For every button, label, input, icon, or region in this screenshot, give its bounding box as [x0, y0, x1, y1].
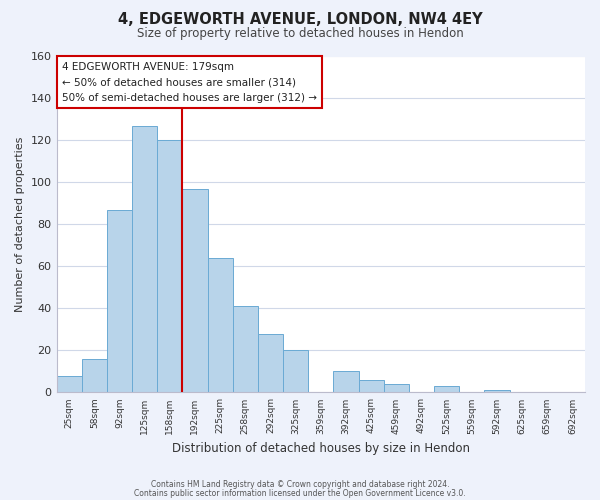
Text: Size of property relative to detached houses in Hendon: Size of property relative to detached ho…: [137, 28, 463, 40]
Bar: [383, 384, 409, 392]
Bar: [434, 386, 459, 392]
Bar: [82, 359, 107, 392]
Text: 4, EDGEWORTH AVENUE, LONDON, NW4 4EY: 4, EDGEWORTH AVENUE, LONDON, NW4 4EY: [118, 12, 482, 28]
Text: Contains public sector information licensed under the Open Government Licence v3: Contains public sector information licen…: [134, 488, 466, 498]
Bar: [283, 350, 308, 393]
Text: 4 EDGEWORTH AVENUE: 179sqm
← 50% of detached houses are smaller (314)
50% of sem: 4 EDGEWORTH AVENUE: 179sqm ← 50% of deta…: [62, 62, 317, 102]
Bar: [132, 126, 157, 392]
Bar: [258, 334, 283, 392]
Text: Contains HM Land Registry data © Crown copyright and database right 2024.: Contains HM Land Registry data © Crown c…: [151, 480, 449, 489]
Bar: [359, 380, 383, 392]
Bar: [182, 189, 208, 392]
Bar: [334, 372, 359, 392]
Bar: [233, 306, 258, 392]
X-axis label: Distribution of detached houses by size in Hendon: Distribution of detached houses by size …: [172, 442, 470, 455]
Bar: [107, 210, 132, 392]
Bar: [56, 376, 82, 392]
Y-axis label: Number of detached properties: Number of detached properties: [15, 137, 25, 312]
Bar: [484, 390, 509, 392]
Bar: [157, 140, 182, 392]
Bar: [208, 258, 233, 392]
